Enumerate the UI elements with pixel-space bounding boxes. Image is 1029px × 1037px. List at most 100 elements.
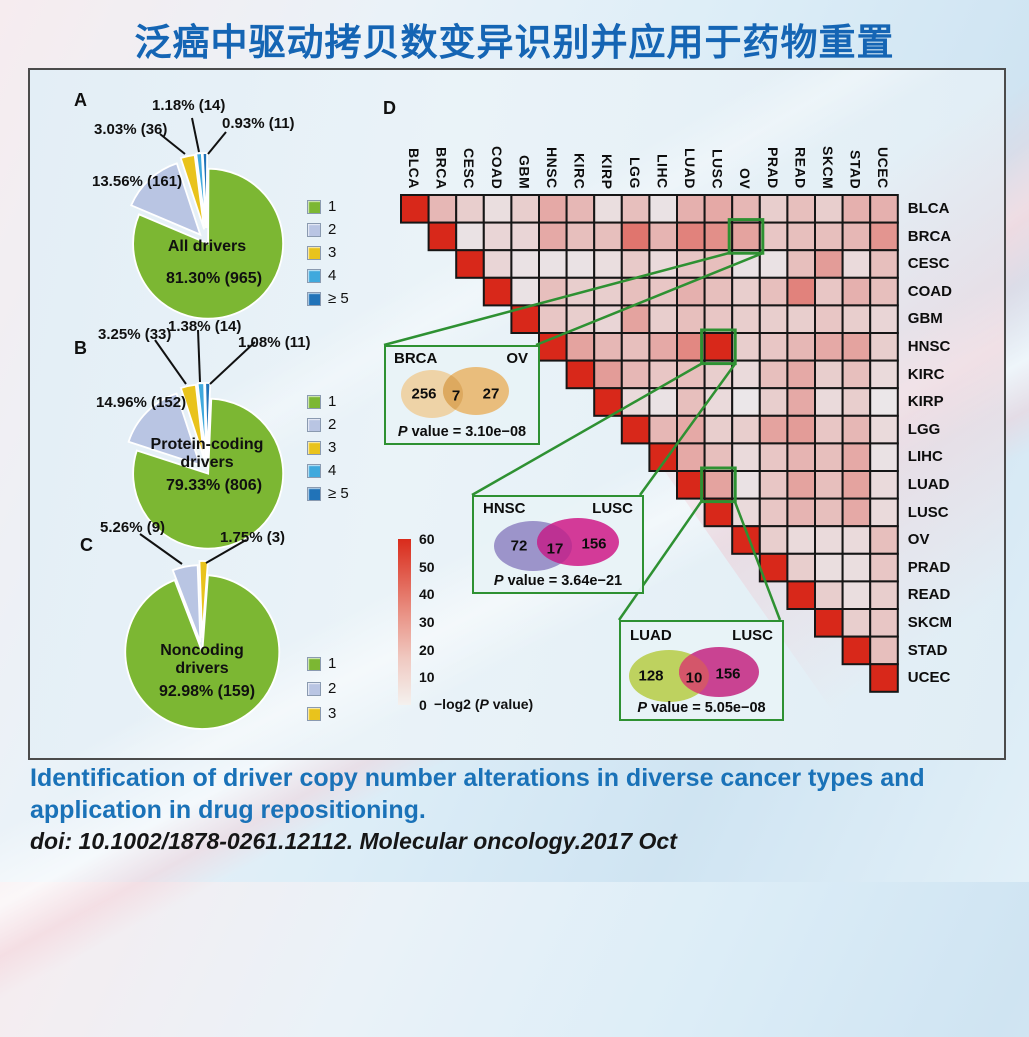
heatmap-col-label: KIRC	[571, 152, 588, 189]
heatmap-row-label: LIHC	[907, 448, 943, 466]
heatmap-col-label: LIHC	[654, 154, 671, 189]
heatmap-cell	[841, 608, 872, 638]
heatmap-cell	[869, 249, 899, 279]
legend-item: ≥ 5	[307, 290, 349, 307]
heatmap-cell	[786, 304, 817, 334]
heatmap-cell	[620, 332, 651, 362]
legend-item: 3	[307, 244, 349, 261]
heatmap-cell	[814, 608, 844, 638]
heatmap-cell	[841, 497, 872, 528]
heatmap-cell	[869, 470, 899, 500]
panel-a-label: A	[74, 90, 87, 110]
heatmap-cell	[814, 332, 844, 362]
heatmap-row-label: BRCA	[907, 227, 952, 245]
legend-swatch-icon	[307, 706, 321, 721]
heatmap-row-label: HNSC	[907, 338, 951, 355]
heatmap-col-label: GBM	[516, 154, 533, 189]
heatmap-cell	[620, 194, 651, 224]
heatmap-cell	[593, 194, 623, 224]
heatmap-cell	[731, 387, 761, 417]
heatmap-cell	[455, 194, 485, 224]
heatmap-cell	[758, 304, 789, 334]
heatmap-cell	[869, 552, 899, 583]
heatmap-cell	[786, 276, 817, 307]
heatmap-cell	[703, 470, 734, 500]
heatmap-row-label: GBM	[907, 310, 943, 328]
heatmap-row-label: SKCM	[907, 614, 952, 631]
heatmap-cell	[758, 276, 789, 307]
heatmap-cell	[482, 221, 513, 252]
venn-hnsc-lusc: HNSC LUSC 72 17 156 P value = 3.64e−21	[472, 495, 644, 594]
panel-b-label: B	[74, 338, 87, 358]
colorbar-tick: 30	[419, 614, 435, 630]
pie-a-callout: 3.03% (36)	[94, 121, 168, 138]
heatmap-cell	[538, 194, 568, 224]
heatmap-cell	[703, 276, 734, 307]
venn-p-value: P value = 3.64e−21	[493, 573, 623, 589]
colorbar-label: −log2 (P value)	[434, 696, 534, 712]
legend-item: 3	[307, 705, 336, 722]
pie-b-callout: 3.25% (33)	[98, 326, 172, 343]
heatmap-cell	[814, 470, 844, 500]
heatmap-cell	[786, 387, 817, 417]
legend-item: 2	[307, 680, 336, 697]
heatmap-col-label: PRAD	[764, 147, 781, 189]
legend-swatch-icon	[307, 440, 321, 455]
heatmap-cell	[869, 414, 899, 445]
legend-label: 2	[328, 680, 337, 697]
heatmap-col-label: LGG	[626, 157, 643, 189]
heatmap-row-label: KIRC	[907, 365, 945, 383]
legend-label: 1	[328, 393, 337, 410]
heatmap-cell	[869, 663, 899, 693]
heatmap-cell	[786, 497, 817, 528]
pie-a-title: All drivers	[167, 238, 247, 255]
heatmap-row-label: LGG	[907, 420, 941, 438]
pie-b-callout: 14.96% (152)	[96, 394, 187, 411]
heatmap-cell	[593, 332, 623, 362]
legend-swatch-icon	[307, 681, 321, 696]
heatmap-cell	[786, 194, 817, 224]
heatmap-cell	[620, 414, 651, 445]
heatmap-cell	[814, 525, 844, 555]
panel-d-label: D	[383, 98, 396, 118]
legend-item: 3	[307, 439, 349, 456]
heatmap-row-label: LUAD	[907, 476, 950, 493]
colorbar-tick: 10	[419, 669, 435, 686]
heatmap-row-label: PRAD	[907, 558, 951, 576]
heatmap-cell	[455, 249, 485, 279]
heatmap-cell	[758, 359, 789, 390]
heatmap-cell	[814, 387, 844, 417]
figure-panel: A B C D 1.18% (14) 0.93% (11) 3.03% (36)…	[28, 68, 1006, 760]
heatmap-row-label: STAD	[907, 641, 948, 659]
venn-left-count: 256	[411, 385, 437, 403]
heatmap-cell	[731, 221, 761, 252]
heatmap-cell	[814, 497, 844, 528]
heatmap-cell	[427, 194, 458, 224]
heatmap-cell	[814, 304, 844, 334]
heatmap-cell	[814, 359, 844, 390]
heatmap-cell	[565, 249, 596, 279]
heatmap-cell	[841, 387, 872, 417]
pie-c-legend: 1 2 3	[307, 655, 336, 730]
heatmap-cell	[758, 442, 789, 472]
venn-right-count: 27	[482, 385, 500, 403]
heatmap-cell	[482, 194, 513, 224]
heatmap-cell	[786, 525, 817, 555]
heatmap-cell	[841, 635, 872, 666]
venn-right-count: 156	[715, 665, 741, 683]
legend-swatch-icon	[307, 268, 321, 283]
heatmap-cell	[620, 249, 651, 279]
legend-label: 2	[328, 416, 337, 433]
venn-left-count: 72	[510, 537, 528, 555]
pie-b-value: 79.33% (806)	[165, 477, 263, 494]
venn-right-label: LUSC	[732, 627, 773, 644]
heatmap-cell	[427, 221, 458, 252]
heatmap-row-label: BLCA	[907, 200, 950, 217]
heatmap-cell	[814, 580, 844, 610]
heatmap-row-label: UCEC	[907, 669, 951, 687]
legend-swatch-icon	[307, 417, 321, 432]
heatmap-row-label: KIRP	[907, 393, 944, 411]
heatmap-row-label: READ	[907, 586, 951, 604]
slide-title: 泛癌中驱动拷贝数变异识别并应用于药物重置	[134, 22, 895, 63]
heatmap-cell	[786, 332, 817, 362]
